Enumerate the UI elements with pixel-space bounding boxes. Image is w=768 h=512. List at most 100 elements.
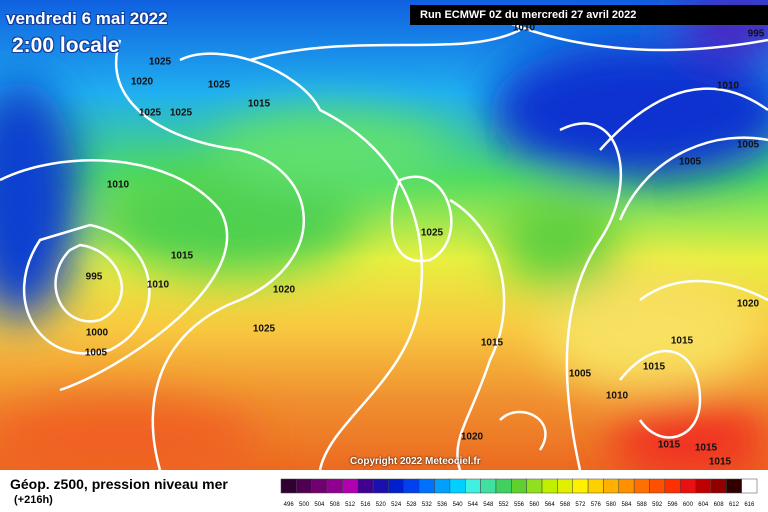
colorbar-cell	[695, 478, 712, 494]
footer-lead: (+216h)	[14, 494, 53, 506]
colorbar-cell	[572, 478, 589, 494]
date: vendredi 6 mai 2022	[6, 9, 168, 28]
colorbar-label: 500	[299, 502, 310, 508]
isobars	[0, 8, 768, 470]
colorbar-label: 616	[744, 502, 755, 508]
isobar-label: 1000	[86, 328, 109, 339]
colorbar-cell	[741, 478, 758, 494]
colorbar-cell	[280, 478, 297, 494]
colorbar-label: 540	[453, 502, 464, 508]
colorbar-cell	[342, 478, 359, 494]
colorbar-cell	[710, 478, 727, 494]
colorbar-label: 532	[422, 502, 433, 508]
isobar-label: 1015	[171, 251, 194, 262]
colorbar-cell	[557, 478, 573, 494]
colorbar-cell	[649, 478, 666, 494]
colorbar-label: 520	[376, 502, 387, 508]
colorbar-label: 588	[637, 502, 648, 508]
isobar-label: 995	[748, 29, 765, 40]
isobar-label: 1020	[461, 432, 484, 443]
colorbar-label: 608	[714, 502, 725, 508]
isobar-label: 1025	[208, 80, 231, 91]
colorbar-cell	[526, 478, 543, 494]
colorbar-cell	[511, 478, 527, 494]
isobar-label: 1020	[737, 299, 760, 310]
isobar-label: 1005	[569, 369, 592, 380]
run-banner: Run ECMWF 0Z du mercredi 27 avril 2022	[410, 5, 768, 25]
isobar-label: 1025	[139, 108, 162, 119]
field-blobs	[0, 0, 768, 470]
colorbar-cell	[434, 478, 451, 494]
colorbar-label: 564	[545, 502, 556, 508]
isobar-label: 1010	[107, 180, 130, 191]
colorbar-label: 524	[391, 502, 402, 508]
time: 2:00 locale	[12, 34, 120, 57]
copyright: Copyright 2022 Meteociel.fr	[350, 456, 481, 467]
isobar-label: 1025	[253, 324, 276, 335]
colorbar-label: 560	[529, 502, 540, 508]
colorbar-cell	[388, 478, 405, 494]
colorbar-cell	[326, 478, 343, 494]
colorbar-label: 504	[314, 502, 325, 508]
colorbar-label: 552	[499, 502, 510, 508]
isobar-label: 1005	[679, 157, 702, 168]
colorbar-label: 544	[468, 502, 479, 508]
isobar-label: 1020	[131, 77, 154, 88]
isobar-label: 1010	[717, 81, 740, 92]
colorbar-cell	[357, 478, 374, 494]
colorbar-label: 576	[591, 502, 602, 508]
colorbar-label: 556	[514, 502, 525, 508]
isobar-label: 1010	[606, 391, 629, 402]
colorbar-cell	[418, 478, 435, 494]
colorbar-cell	[587, 478, 604, 494]
colorbar-label: 568	[560, 502, 571, 508]
footer-title: Géop. z500, pression niveau mer	[10, 476, 228, 492]
colorbar-label: 548	[483, 502, 494, 508]
colorbar-cell	[372, 478, 389, 494]
isobar-label: 1020	[273, 285, 296, 296]
isobar-label: 1005	[85, 348, 108, 359]
colorbar-label: 512	[345, 502, 356, 508]
colorbar-label: 604	[698, 502, 709, 508]
isobar-label: 1025	[149, 57, 172, 68]
colorbar-label: 592	[652, 502, 663, 508]
colorbar-label: 612	[729, 502, 740, 508]
isobar-label: 1015	[481, 338, 504, 349]
isobar-label: 1015	[248, 99, 271, 110]
isobar-label: 1015	[709, 457, 732, 468]
colorbar-label: 580	[606, 502, 617, 508]
isobar-label: 1025	[170, 108, 193, 119]
colorbar-label: 528	[407, 502, 418, 508]
colorbar-label: 536	[437, 502, 448, 508]
isobar-label: 1015	[695, 443, 718, 454]
colorbar-cell	[495, 478, 512, 494]
colorbar-label: 600	[683, 502, 694, 508]
map: 1025 1020 1025 1025 1025 1015 1010 1015 1010 995 1…	[0, 0, 768, 470]
colorbar-cell	[449, 478, 466, 494]
colorbar-cell	[618, 478, 635, 494]
colorbar-label: 508	[330, 502, 341, 508]
colorbar-cell	[403, 478, 420, 494]
colorbar-cell	[311, 478, 328, 494]
colorbar-label: 516	[360, 502, 371, 508]
colorbar-cell	[465, 478, 481, 494]
colorbar-cell	[633, 478, 650, 494]
colorbar-label: 572	[575, 502, 586, 508]
colorbar-cell	[679, 478, 696, 494]
colorbar-cell	[603, 478, 620, 494]
isobar-label: 1015	[658, 440, 681, 451]
isobar-label: 1015	[671, 336, 694, 347]
colorbar-cell	[480, 478, 497, 494]
isobar-label: 1015	[643, 362, 666, 373]
colorbar-cell	[726, 478, 742, 494]
colorbar-cell	[541, 478, 558, 494]
isobar-label: 1005	[737, 140, 760, 151]
isobar-label: 1025	[421, 228, 444, 239]
colorbar-cell	[296, 478, 312, 494]
isobar-label: 1010	[147, 280, 170, 291]
colorbar-label: 584	[621, 502, 632, 508]
isobar-label: 1010	[513, 23, 536, 34]
colorbar-label: 596	[668, 502, 679, 508]
colorbar-label: 496	[284, 502, 295, 508]
